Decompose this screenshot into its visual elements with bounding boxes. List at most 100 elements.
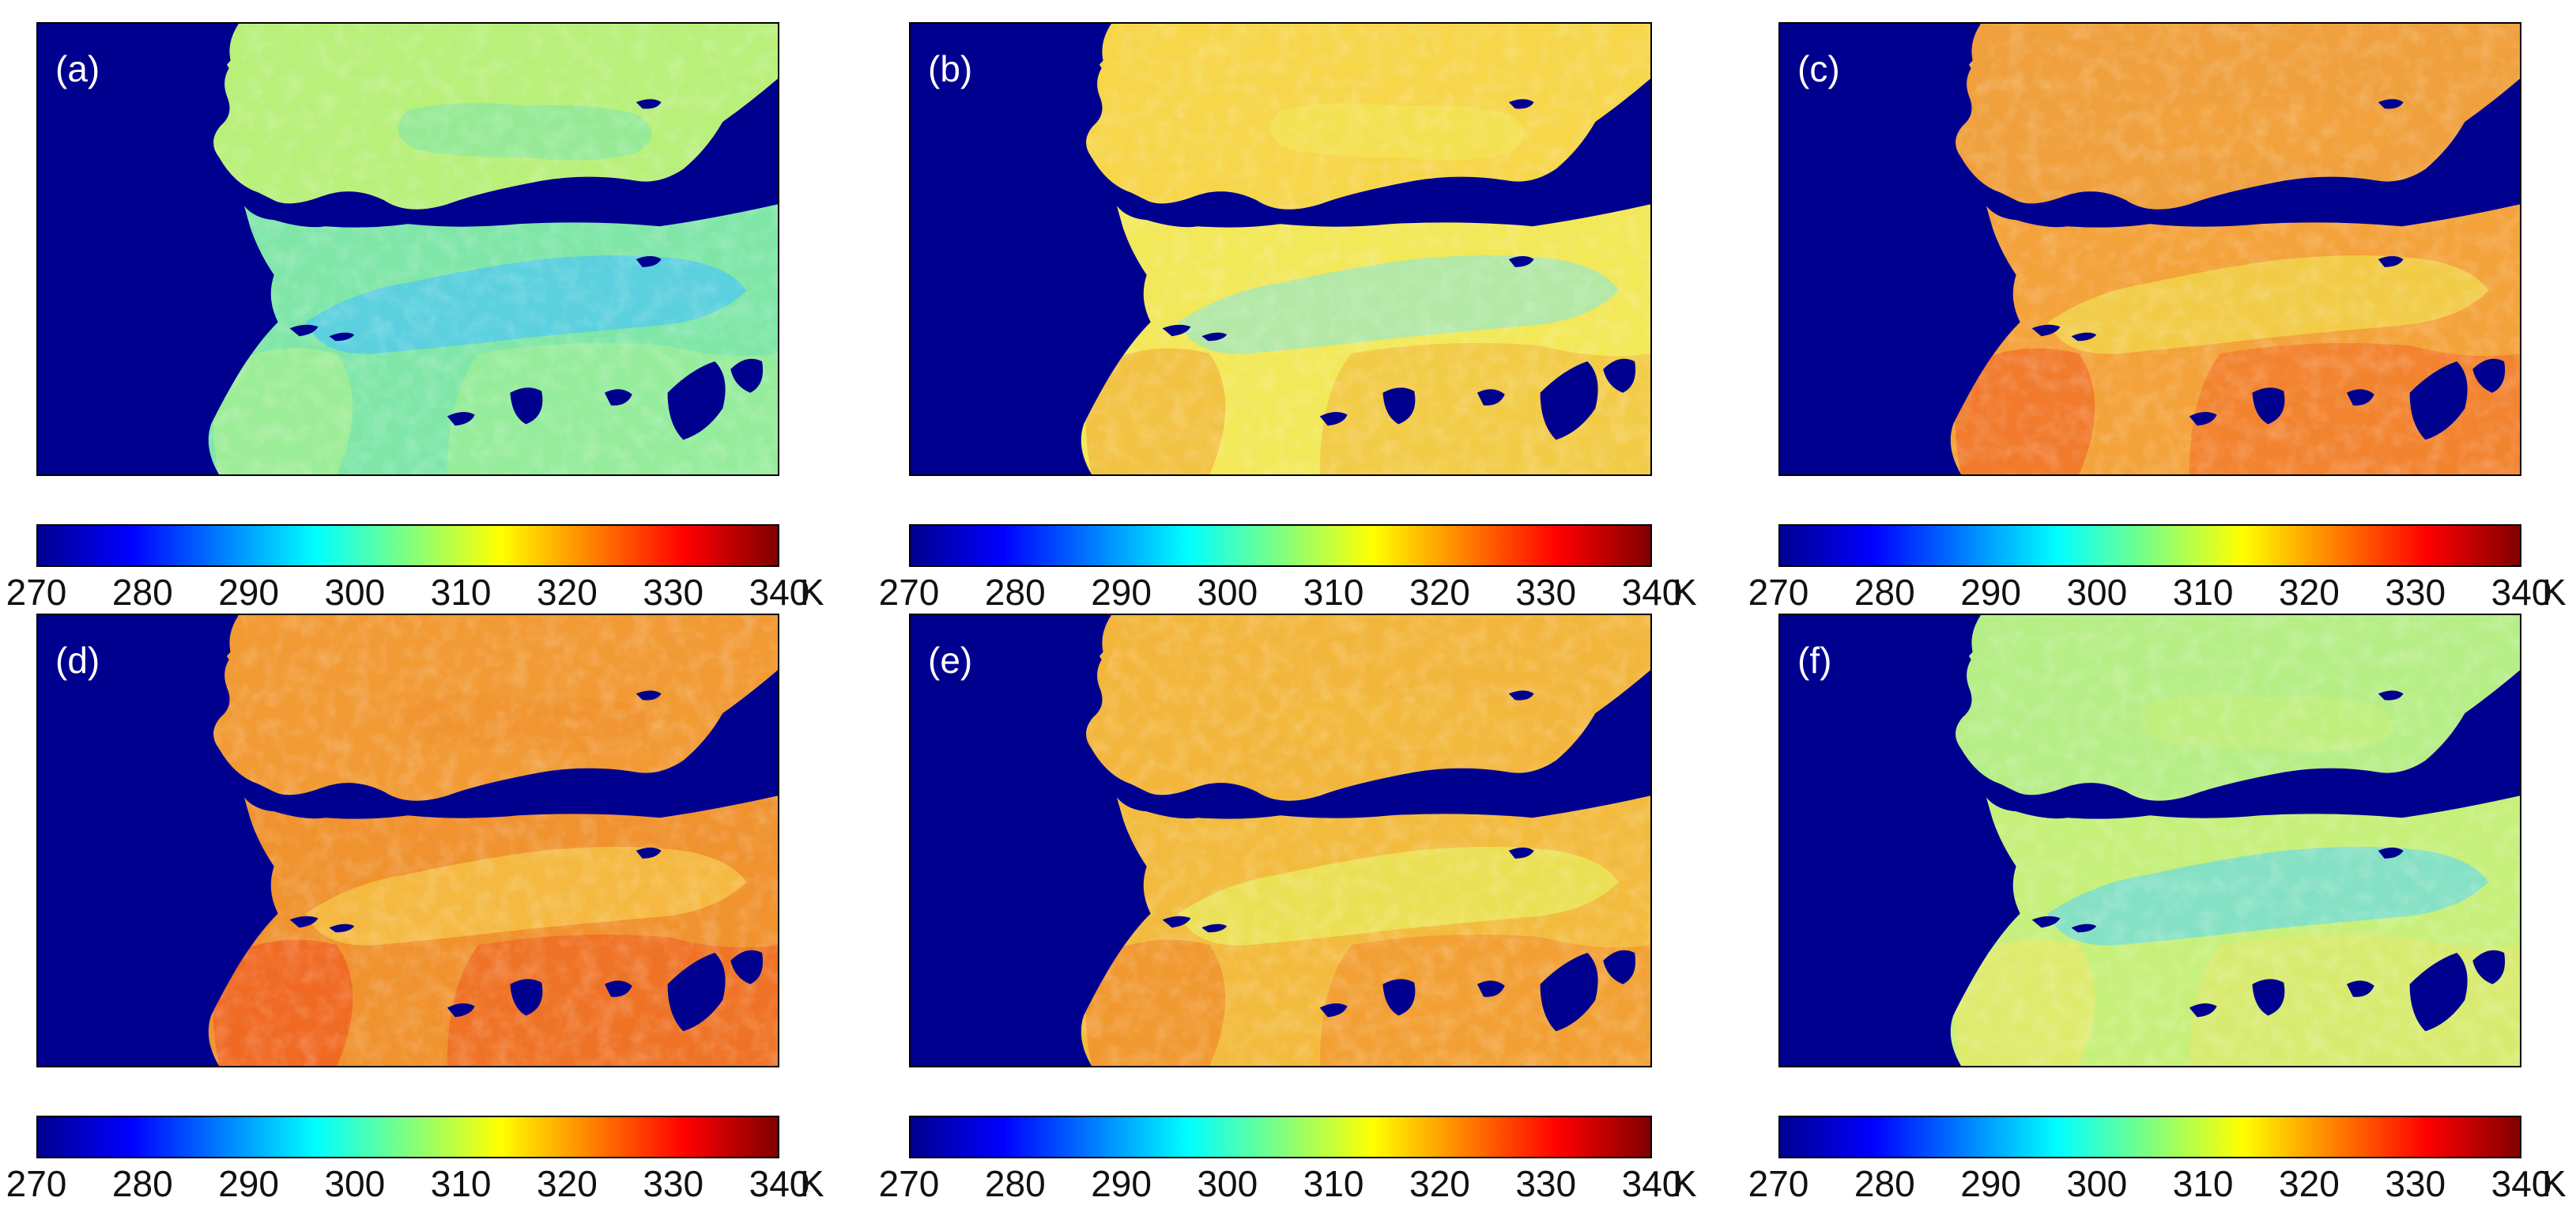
colorbar-tick-label: 330 [1515,572,1577,613]
masked-area [2252,979,2285,1016]
masked-area [2378,255,2404,267]
masked-area [2472,950,2506,984]
masked-area [1382,979,1416,1016]
map-canvas [911,615,1650,1066]
colorbar-tick-label: 330 [643,572,704,613]
map-panel: (a) 270 280 290 300 310 320 330 340 K [6,22,824,613]
colorbar-tick-label: 310 [1303,1163,1364,1204]
colorbar-tick-label: 310 [1303,572,1364,613]
lst-map: (f) [1778,614,2521,1067]
colorbar-tick-label: 290 [1091,572,1152,613]
colorbar-tick-label: 320 [2279,572,2340,613]
masked-area [1060,674,1081,686]
masked-area [2346,389,2374,406]
masked-area [1508,255,1534,267]
masked-area [187,83,208,95]
map-panel: (c) 270 280 290 300 310 320 330 340 K [1748,22,2567,613]
masked-area [636,99,662,109]
galicia-coast [1967,24,1989,96]
colorbar-tick-label: 310 [430,1163,492,1204]
colorbar-tick-label: 330 [643,1163,704,1204]
map-canvas [911,24,1650,474]
masked-area [187,674,208,686]
masked-area [2071,924,2097,933]
colorbar-tick-label: 340 [2491,572,2552,613]
colorbar-unit: K [800,572,824,613]
masked-area [1540,361,1598,440]
masked-area [2378,690,2404,701]
masked-area [730,950,764,984]
masked-area [1162,916,1191,928]
map-panel: (b) 270 280 290 300 310 320 330 340 K [879,22,1697,613]
colorbar-unit: K [800,1163,824,1204]
lst-map: (b) [909,22,1652,476]
lst-map: (d) [36,614,779,1067]
masked-area [329,332,355,342]
masked-area [1477,980,1505,997]
colorbar-tick-label: 300 [324,1163,386,1204]
colorbar-tick-label: 310 [2172,1163,2234,1204]
colorbar [909,524,1652,567]
colorbar-tick-label: 310 [2172,572,2234,613]
masked-area [667,361,726,440]
colorbar-tick-label: 280 [111,1163,173,1204]
colorbar-tick-label: 300 [1197,572,1258,613]
colorbar-ticks: 270 280 290 300 310 320 330 340 [879,1162,1699,1204]
map-canvas [1780,24,2520,474]
colorbar-tick-label: 320 [537,1163,598,1204]
colorbar-unit: K [1673,572,1697,613]
masked-area [2189,411,2217,426]
colorbar-ticks: 270 280 290 300 310 320 330 340 [879,571,1699,613]
colorbar-tick-label: 270 [1748,572,1809,613]
masked-area [2346,980,2374,997]
panel-label: (b) [928,48,973,89]
colorbar-tick-label: 320 [537,572,598,613]
masked-area [1060,83,1081,95]
colorbar-ticks: 270 280 290 300 310 320 330 340 [1748,571,2569,613]
colorbar-tick-label: 280 [1854,572,1915,613]
colorbar-tick-label: 300 [2066,1163,2128,1204]
map-canvas [1780,615,2520,1066]
colorbar-tick-label: 290 [218,572,279,613]
colorbar-tick-label: 270 [6,1163,67,1204]
masked-area [667,953,726,1032]
galicia-coast [1097,615,1119,688]
panel-label: (f) [1797,640,1832,681]
colorbar-tick-label: 270 [878,572,940,613]
colorbar-tick-label: 290 [218,1163,279,1204]
masked-area [636,255,662,267]
colorbar-ticks: 270 280 290 300 310 320 330 340 [6,571,827,613]
colorbar-tick-label: 300 [324,572,386,613]
masked-area [636,690,662,701]
galicia-coast [224,615,247,688]
colorbar-tick-label: 270 [1748,1163,1809,1204]
masked-area [2472,358,2506,393]
colorbar-tick-label: 290 [1091,1163,1152,1204]
colorbar-tick-label: 330 [2385,1163,2446,1204]
galicia-coast [1097,24,1119,96]
colorbar-unit: K [2542,1163,2567,1204]
masked-area [1477,389,1505,406]
colorbar-tick-label: 300 [2066,572,2128,613]
colorbar-tick-label: 290 [1960,1163,2021,1204]
colorbar [1778,524,2521,567]
masked-area [1319,1003,1348,1018]
colorbar-tick-label: 310 [430,572,492,613]
colorbar-tick-label: 280 [984,572,1046,613]
colorbar-tick-label: 300 [1197,1163,1258,1204]
masked-area [329,924,355,933]
map-canvas [38,615,778,1066]
masked-area [2378,847,2404,859]
panel-label: (e) [928,640,973,681]
masked-area [1508,847,1534,859]
masked-area [2071,332,2097,342]
masked-area [604,389,632,406]
colorbar-unit: K [1673,1163,1697,1204]
masked-area [1603,358,1636,393]
masked-area [730,358,764,393]
masked-area [289,916,319,928]
masked-area [1382,387,1416,425]
colorbar-tick-label: 280 [984,1163,1046,1204]
masked-area [1929,83,1950,95]
masked-area [510,979,543,1016]
